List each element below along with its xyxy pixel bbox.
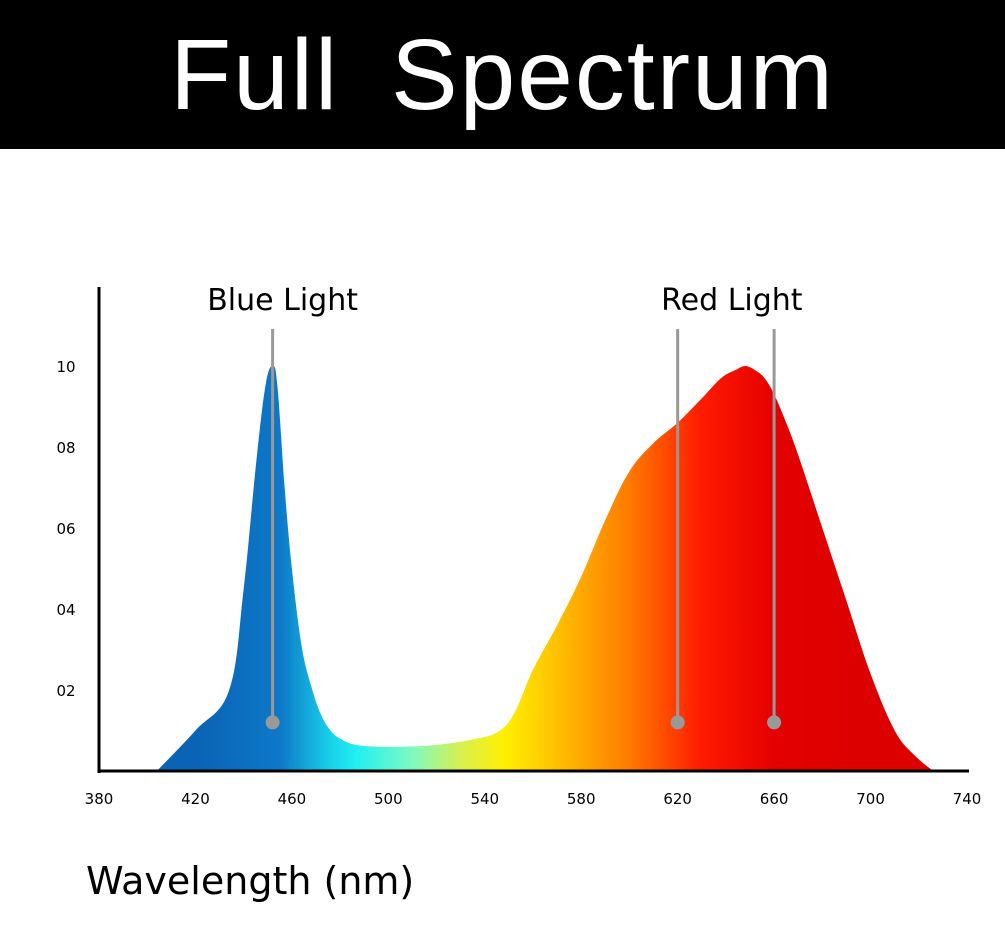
chart-title: Full Spectrum — [170, 18, 835, 131]
x-tick-label: 700 — [856, 790, 885, 808]
annotation-label: Blue Light — [207, 283, 358, 318]
annotation-marker — [265, 715, 280, 730]
x-axis-label: Wavelength (nm) — [86, 859, 414, 903]
y-tick-label: 04 — [56, 601, 75, 619]
x-tick-label: 660 — [760, 790, 789, 808]
x-tick-label: 540 — [470, 790, 499, 808]
annotation-marker — [767, 715, 782, 730]
spectrum-area — [156, 365, 934, 771]
y-tick-label: 02 — [56, 682, 75, 700]
x-tick-label: 740 — [953, 790, 982, 808]
y-tick-label: 06 — [56, 520, 75, 538]
y-tick-label: 08 — [56, 439, 75, 457]
annotation-marker — [670, 715, 685, 730]
annotation-label: Red Light — [661, 283, 803, 318]
x-tick-label: 380 — [85, 790, 114, 808]
x-tick-label: 620 — [663, 790, 692, 808]
x-tick-label: 420 — [181, 790, 210, 808]
title-banner: Full Spectrum — [0, 0, 1005, 149]
x-tick-label: 500 — [374, 790, 403, 808]
spectrum-chart: Blue Light Red Light 380 420 460 500 540 580 620… — [56, 283, 982, 903]
x-tick-label: 460 — [278, 790, 307, 808]
x-tick-label: 580 — [567, 790, 596, 808]
y-tick-label: 10 — [56, 358, 75, 376]
